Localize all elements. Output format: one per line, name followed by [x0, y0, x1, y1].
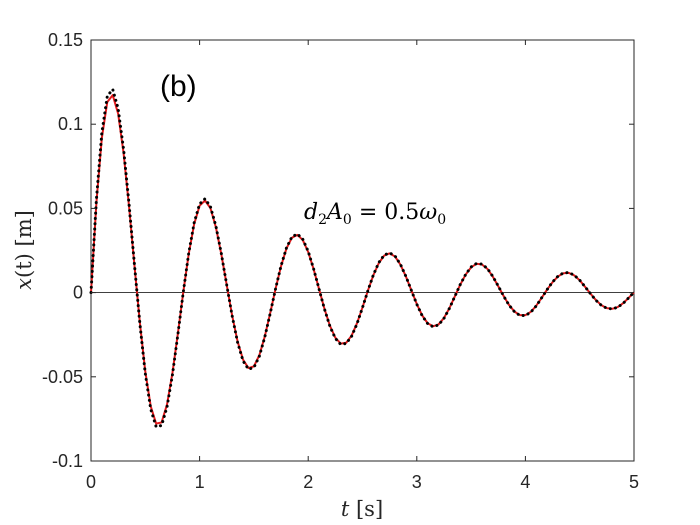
equation-annotation: d2A0 = 0.5ω0: [304, 200, 446, 228]
y-tick-label: -0.05: [42, 367, 83, 387]
plot-area: [89, 39, 636, 462]
y-axis-label: x(t) [m]: [12, 210, 36, 290]
x-axis-label: t [s]: [341, 497, 383, 521]
x-tick-label: 4: [520, 472, 530, 492]
y-axis-unit: [m]: [12, 210, 36, 253]
annotation-a-subscript: 0: [343, 212, 352, 228]
x-axis-unit: [s]: [349, 497, 383, 521]
y-tick-label: 0.15: [48, 30, 83, 50]
y-tick-label: 0.1: [58, 114, 83, 134]
panel-label: (b): [160, 70, 197, 103]
y-tick-label: 0: [73, 283, 83, 303]
x-tick-label: 5: [629, 472, 639, 492]
axes-box: [90, 39, 635, 462]
y-tick-label: 0.05: [48, 198, 83, 218]
annotation-equals-value: = 0.5: [352, 200, 419, 225]
axis-ticks: 0 1 2 3 4 5 -0.1 -0.05 0 0.05 0.1 0.15: [42, 30, 639, 492]
x-tick-label: 1: [195, 472, 205, 492]
y-axis-variable: x: [12, 278, 36, 290]
x-tick-label: 3: [412, 472, 422, 492]
series-dotted-line: [89, 87, 636, 429]
annotation-omega: ω: [419, 200, 437, 225]
y-tick-label: -0.1: [52, 451, 83, 471]
annotation-a: A: [325, 200, 343, 225]
annotation-d: d: [304, 200, 318, 225]
x-axis-variable: t: [341, 497, 350, 521]
annotation-omega-subscript: 0: [437, 212, 446, 228]
y-axis-argument: (t): [12, 253, 36, 278]
annotation-d-subscript: 2: [318, 212, 327, 228]
x-tick-label: 2: [303, 472, 313, 492]
x-tick-label: 0: [86, 472, 96, 492]
